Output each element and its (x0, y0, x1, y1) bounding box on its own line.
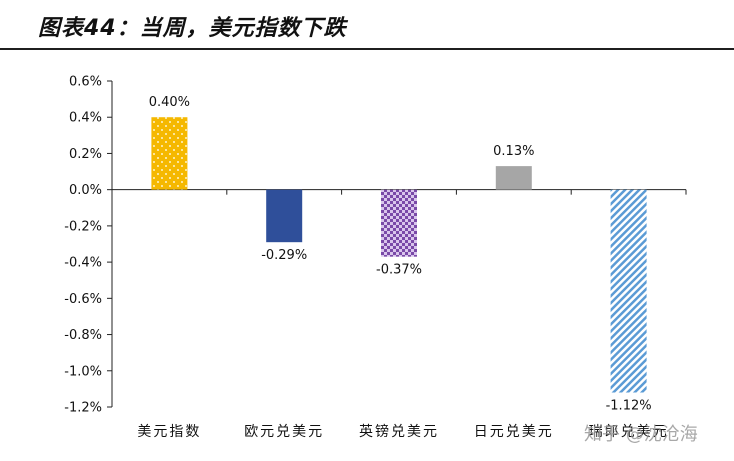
title-divider (0, 48, 734, 50)
y-tick-label: -0.2% (64, 219, 102, 234)
bar (495, 166, 532, 190)
y-tick-label: 0.0% (69, 183, 102, 198)
data-label: -0.37% (376, 263, 422, 278)
data-label: 0.40% (149, 95, 190, 110)
data-label: -1.12% (606, 399, 652, 414)
x-category-label: 英镑兑美元 (359, 423, 439, 440)
bar (610, 189, 647, 393)
x-category-label: 欧元兑美元 (244, 424, 324, 440)
chart-title: 图表44：当周，美元指数下跌 (38, 16, 347, 41)
y-tick-label: 0.6% (69, 75, 102, 90)
bar (381, 189, 417, 257)
y-tick-label: 0.4% (69, 111, 102, 126)
x-category-label: 美元指数 (137, 424, 201, 440)
bar (151, 117, 188, 190)
y-axis: 0.6% 0.4% 0.2% 0.0% -0.2% -0.4% -0.6% -0.8% -1.0… (64, 75, 687, 416)
x-category-label: 日元兑美元 (474, 424, 554, 440)
y-tick-label: -0.4% (64, 256, 102, 271)
watermark-text: 知乎 @沈沧海 (584, 424, 698, 445)
data-label: -0.29% (261, 248, 307, 263)
y-tick-label: -0.6% (64, 292, 102, 307)
data-label: 0.13% (493, 144, 534, 159)
y-tick-label: -0.8% (64, 328, 102, 343)
y-tick-label: 0.2% (69, 147, 102, 162)
bars (151, 117, 647, 393)
labels: 0.40% 美元指数 -0.29% 欧元兑美元 -0.37% 英镑兑美元 0.13% 日元兑美… (137, 95, 669, 440)
y-tick-label: -1.2% (64, 401, 102, 416)
bar (266, 189, 303, 243)
x-category-label: 瑞郎兑美元 (589, 424, 669, 440)
y-tick-label: -1.0% (64, 364, 102, 379)
